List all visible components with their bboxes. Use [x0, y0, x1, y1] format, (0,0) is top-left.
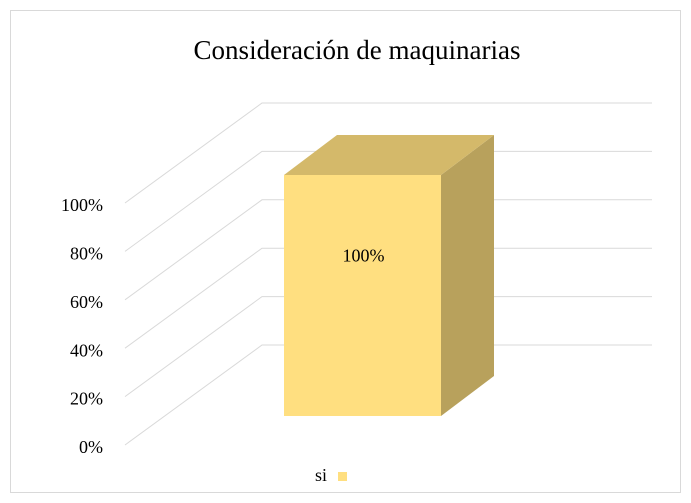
grid-line — [124, 102, 652, 204]
y-tick-label: 40% — [70, 340, 103, 360]
grid-line — [124, 247, 652, 349]
grid-line — [124, 344, 652, 446]
grid-line — [124, 296, 652, 398]
grid-line — [124, 199, 652, 301]
legend-swatch — [338, 472, 347, 481]
y-tick-label: 80% — [70, 244, 103, 264]
legend-label: si — [315, 465, 327, 485]
y-tick-label: 60% — [70, 292, 103, 312]
bar — [284, 175, 441, 416]
chart-title: Consideración de maquinarias — [194, 35, 521, 65]
bar-top — [284, 135, 494, 175]
y-tick-label: 0% — [79, 437, 103, 457]
bar-side — [441, 135, 494, 416]
y-tick-label: 100% — [61, 195, 103, 215]
y-tick-label: 20% — [70, 389, 103, 409]
data-label: 100% — [343, 246, 385, 266]
grid-line — [124, 150, 652, 252]
